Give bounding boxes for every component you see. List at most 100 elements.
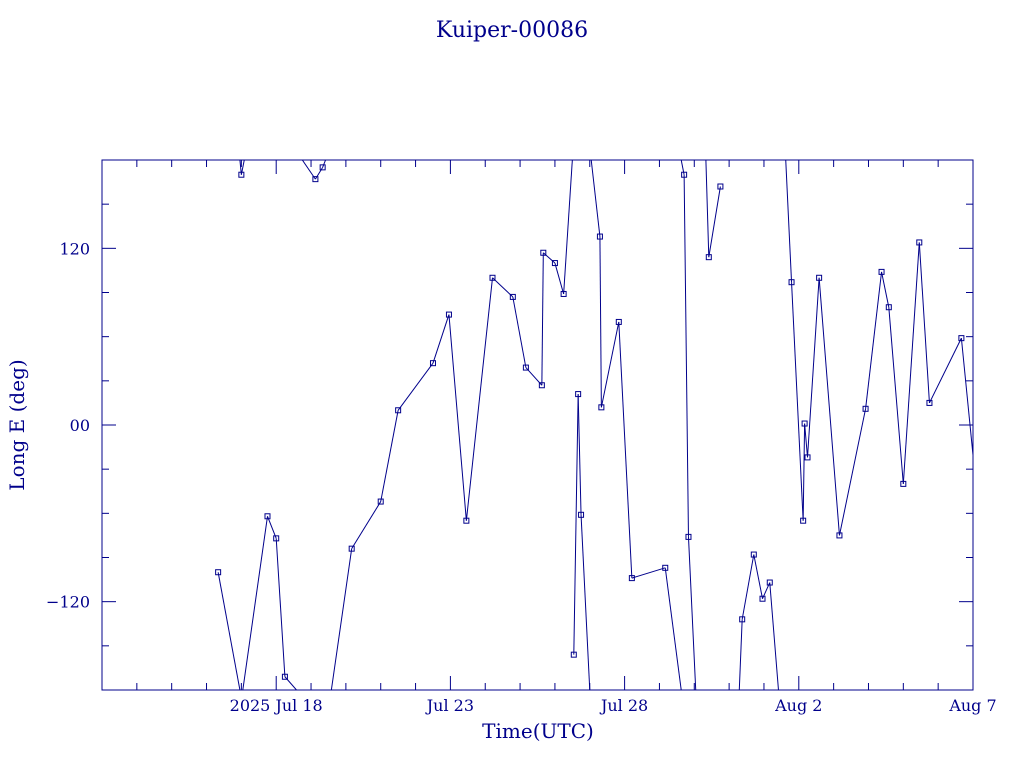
series-segment xyxy=(705,160,710,258)
data-point xyxy=(766,579,773,586)
series-segment xyxy=(980,393,984,528)
data-point xyxy=(273,535,280,542)
series-segment xyxy=(275,538,286,677)
data-point xyxy=(1014,514,1019,519)
series-segment xyxy=(600,321,620,408)
data-point xyxy=(429,360,436,367)
data-point xyxy=(570,651,577,658)
series-segment xyxy=(618,321,633,579)
data-point xyxy=(560,290,567,297)
series-segment xyxy=(804,423,809,458)
series-segment xyxy=(985,393,995,655)
data-point xyxy=(215,569,222,576)
data-point xyxy=(628,575,635,582)
series-segment xyxy=(995,655,998,690)
data-series xyxy=(215,160,1024,690)
data-point xyxy=(281,673,288,680)
series-segment xyxy=(769,582,779,690)
data-point xyxy=(522,364,529,371)
data-point xyxy=(538,382,545,389)
data-point xyxy=(615,318,622,325)
data-point xyxy=(377,498,384,505)
data-point xyxy=(804,454,811,461)
data-point xyxy=(705,254,712,261)
series-segment xyxy=(929,337,962,404)
data-point xyxy=(978,526,983,531)
x-axis-label: Time(UTC) xyxy=(482,719,594,743)
series-segment xyxy=(838,408,867,536)
plot-frame xyxy=(101,159,974,691)
series-segment xyxy=(351,501,382,549)
series-segment xyxy=(492,277,514,298)
x-tick-label: Aug 7 xyxy=(948,696,996,715)
series-segment xyxy=(807,277,820,458)
data-point xyxy=(596,233,603,240)
series-segment xyxy=(314,167,324,180)
data-point xyxy=(801,420,808,427)
series-segment xyxy=(563,160,573,295)
series-segment xyxy=(242,516,268,690)
series-segment xyxy=(865,271,883,409)
x-tick-label: Jul 23 xyxy=(425,696,474,715)
data-point xyxy=(238,171,245,178)
series-segment xyxy=(802,423,806,521)
data-point xyxy=(489,274,496,281)
series-segment xyxy=(599,236,602,408)
data-point xyxy=(926,399,933,406)
data-point xyxy=(992,652,997,657)
series-segment xyxy=(301,160,316,180)
data-point xyxy=(348,545,355,552)
series-segment xyxy=(753,554,763,599)
series-segment xyxy=(1017,394,1024,516)
series-segment xyxy=(785,160,793,283)
data-point xyxy=(750,551,757,558)
data-point xyxy=(463,517,470,524)
series-segment xyxy=(590,160,601,237)
series-segment xyxy=(267,516,277,539)
data-point xyxy=(312,176,319,183)
data-point xyxy=(900,480,907,487)
data-point xyxy=(836,532,843,539)
series-segment xyxy=(918,242,930,403)
data-point xyxy=(739,616,746,623)
series-segment xyxy=(573,394,579,655)
series-segment xyxy=(818,277,840,536)
series-segment xyxy=(683,174,689,537)
x-tick-label: Aug 2 xyxy=(774,696,822,715)
data-point xyxy=(788,279,795,286)
y-axis: −120 00 120 xyxy=(46,159,973,691)
series-segment xyxy=(217,572,241,690)
data-point xyxy=(540,249,547,256)
series-segment xyxy=(541,252,544,386)
series-segment xyxy=(687,536,697,690)
series-segment xyxy=(1002,160,1017,516)
series-segment xyxy=(888,307,904,484)
y-tick-label: 00 xyxy=(70,416,90,435)
series-segment xyxy=(881,271,890,308)
series-segment xyxy=(960,338,973,461)
data-point xyxy=(509,293,516,300)
data-point xyxy=(662,564,669,571)
data-point xyxy=(395,407,402,414)
data-point xyxy=(885,304,892,311)
series-segment xyxy=(708,186,721,258)
y-tick-label: −120 xyxy=(46,593,90,612)
data-point xyxy=(445,311,452,318)
y-axis-label: Long E (deg) xyxy=(5,359,29,490)
data-point xyxy=(800,517,807,524)
series-segment xyxy=(284,676,297,690)
series-segment xyxy=(542,252,556,264)
data-point xyxy=(862,405,869,412)
series-segment xyxy=(432,314,450,364)
data-point xyxy=(958,335,965,342)
chart-title: Kuiper-00086 xyxy=(436,18,588,43)
series-segment xyxy=(791,282,804,521)
data-point xyxy=(982,390,987,395)
data-point xyxy=(916,239,923,246)
data-point xyxy=(575,391,582,398)
data-point xyxy=(717,183,724,190)
data-point xyxy=(598,404,605,411)
series-segment xyxy=(554,262,565,295)
series-segment xyxy=(631,567,666,579)
